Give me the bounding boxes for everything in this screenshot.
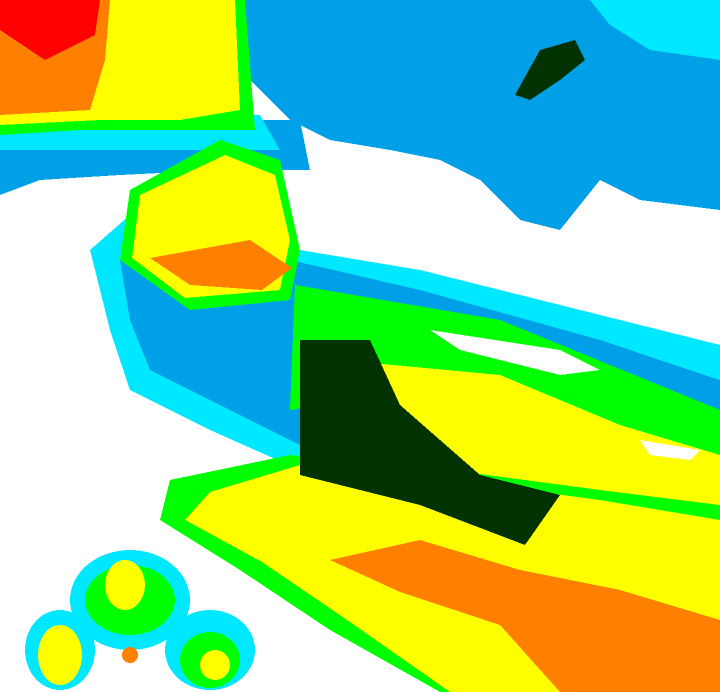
region-white	[430, 330, 600, 375]
region-red	[0, 0, 100, 60]
region-yellow	[38, 625, 82, 685]
region-blue	[240, 0, 720, 230]
region-white	[640, 440, 700, 460]
region-orange	[122, 647, 138, 663]
region-orange	[330, 540, 720, 692]
region-yellow	[340, 360, 720, 520]
region-yellow	[105, 560, 145, 610]
region-darkgreen	[300, 340, 560, 545]
region-cyan	[590, 0, 720, 60]
region-darkgreen	[515, 40, 585, 100]
region-yellow	[200, 650, 230, 680]
region-orange	[150, 240, 292, 290]
